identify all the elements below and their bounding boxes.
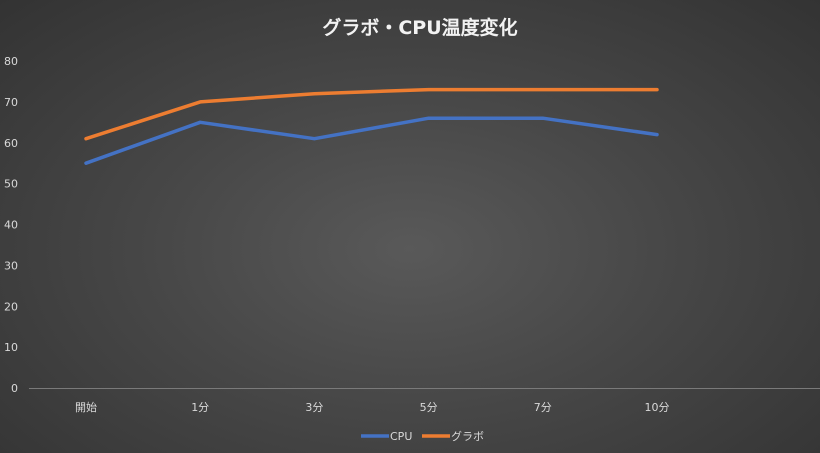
x-tick-label: 10分 <box>645 401 670 414</box>
y-tick-label: 60 <box>4 137 18 150</box>
x-tick-label: 7分 <box>534 401 552 414</box>
y-tick-label: 30 <box>4 259 18 272</box>
y-tick-label: 0 <box>11 382 18 395</box>
y-tick-label: 70 <box>4 96 18 109</box>
y-tick-label: 80 <box>4 55 18 68</box>
x-tick-label: 3分 <box>305 401 323 414</box>
legend-label: グラボ <box>451 429 484 443</box>
legend-label: CPU <box>390 430 412 443</box>
series-line <box>84 116 659 165</box>
y-tick-label: 10 <box>4 341 18 354</box>
x-tick-label: 1分 <box>191 401 209 414</box>
x-tick-label: 開始 <box>75 400 97 414</box>
y-tick-label: 50 <box>4 178 18 191</box>
series-lines <box>84 87 659 165</box>
series-line <box>84 87 659 141</box>
y-tick-label: 20 <box>4 300 18 313</box>
x-tick-label: 5分 <box>420 401 438 414</box>
legend: CPU グラボ <box>361 429 484 443</box>
x-axis-ticks: 開始 1分 3分 5分 7分 10分 <box>75 400 670 414</box>
y-axis-ticks: 0 10 20 30 40 50 60 70 80 <box>4 55 18 395</box>
y-tick-label: 40 <box>4 219 18 232</box>
chart-title: グラボ・CPU温度変化 <box>322 16 517 39</box>
